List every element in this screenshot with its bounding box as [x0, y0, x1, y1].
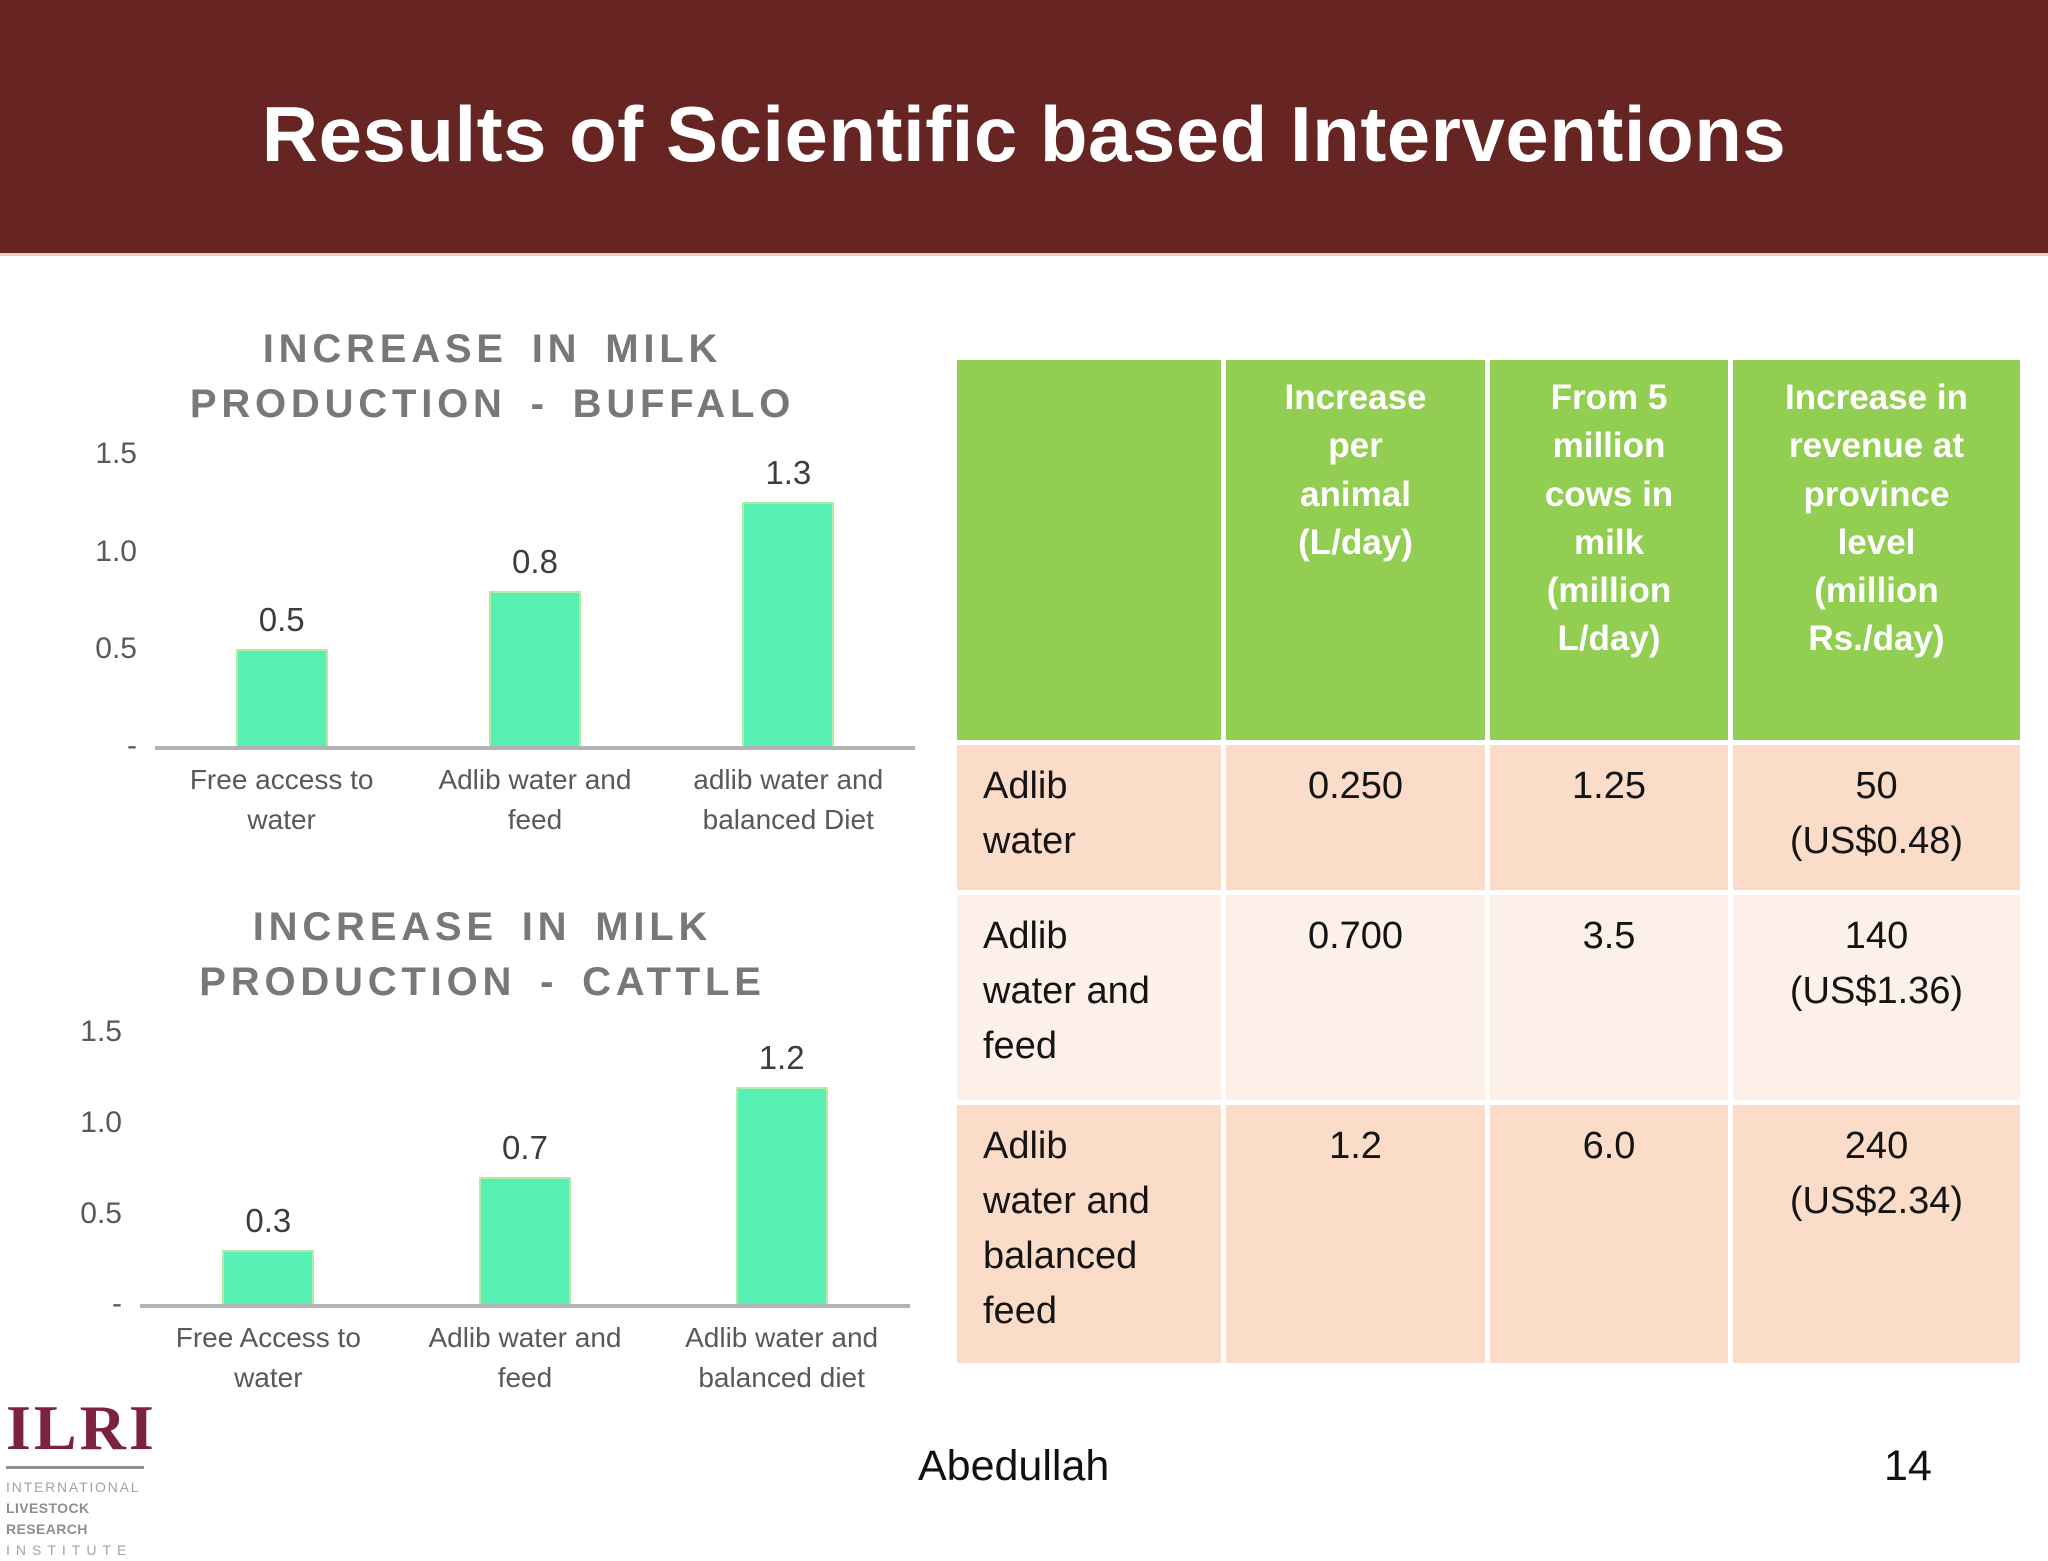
bar-group: 1.3 [663, 454, 914, 747]
slide-header-banner: Results of Scientific based Intervention… [0, 0, 2048, 256]
cattle-chart-y-axis: 1.5 1.0 0.5 - [55, 1015, 140, 1320]
table-value-cell: 0.700 [1226, 895, 1485, 1100]
ilri-logo: ILRI INTERNATIONAL LIVESTOCK RESEARCH IN… [6, 1396, 156, 1561]
ilri-logo-line-3: INSTITUTE [6, 1542, 133, 1558]
bar-value-label: 0.5 [258, 601, 305, 639]
bar-group: 1.2 [655, 1032, 909, 1305]
y-axis-tick-label: 1.5 [80, 1015, 122, 1049]
cattle-chart-categories: Free Access to water Adlib water and feed… [140, 1318, 910, 1396]
bar [742, 502, 835, 747]
x-axis-category-label: Adlib water and feed [428, 1322, 622, 1393]
y-axis-tick-label: - [127, 729, 137, 763]
table-header-cell: Increase in revenue at province level (m… [1733, 360, 2020, 740]
buffalo-chart-plot: 1.5 1.0 0.5 - 0.5 0.8 1.3 [70, 437, 915, 762]
y-axis-tick-label: 1.5 [95, 437, 137, 471]
y-axis-tick-label: 1.0 [80, 1106, 122, 1140]
bar-value-label: 1.2 [758, 1038, 805, 1076]
bar-value-label: 0.3 [245, 1201, 292, 1239]
bar-group: 0.7 [398, 1032, 652, 1305]
chart-title-line: INCREASE IN MILK [262, 327, 723, 371]
table-value-cell: 1.2 [1226, 1105, 1485, 1363]
table-header-cell: Increase per animal (L/day) [1226, 360, 1485, 740]
table-value-cell: 140 (US$1.36) [1733, 895, 2020, 1100]
table-value-cell: 3.5 [1490, 895, 1728, 1100]
y-axis-tick-label: 0.5 [95, 632, 137, 666]
bar [235, 649, 328, 747]
page-number: 14 [1884, 1442, 1932, 1490]
cattle-milk-chart: INCREASE IN MILK PRODUCTION - CATTLE 1.5 1… [55, 900, 910, 1397]
bar [735, 1086, 828, 1305]
y-axis-tick-label: - [112, 1287, 122, 1321]
slide-title: Results of Scientific based Intervention… [261, 90, 1787, 178]
table-value-cell: 240 (US$2.34) [1733, 1105, 2020, 1363]
buffalo-chart-title: INCREASE IN MILK PRODUCTION - BUFFALO [70, 322, 915, 432]
buffalo-chart-categories: Free access to water Adlib water and feed… [155, 760, 915, 838]
y-axis-tick-label: 0.5 [80, 1196, 122, 1230]
cattle-chart-bars: 0.3 0.7 1.2 [140, 1032, 910, 1309]
table-value-cell: 6.0 [1490, 1105, 1728, 1363]
cattle-chart-title: INCREASE IN MILK PRODUCTION - CATTLE [55, 900, 910, 1010]
x-axis-category-label: Adlib water and feed [438, 764, 632, 835]
buffalo-chart-y-axis: 1.5 1.0 0.5 - [70, 437, 155, 762]
bar-group: 0.3 [141, 1032, 395, 1305]
ilri-logo-acronym: ILRI [6, 1392, 157, 1463]
buffalo-chart-bars: 0.5 0.8 1.3 [155, 454, 915, 751]
table-value-cell: 1.25 [1490, 745, 1728, 890]
bar [488, 590, 581, 747]
table-value-cell: 50 (US$0.48) [1733, 745, 2020, 890]
table-header-cell: From 5 million cows in milk (million L/d… [1490, 360, 1728, 740]
ilri-logo-divider [6, 1466, 144, 1469]
table-value-cell: 0.250 [1226, 745, 1485, 890]
bar [478, 1177, 571, 1305]
bar-group: 0.8 [410, 454, 661, 747]
ilri-logo-line-2: LIVESTOCK RESEARCH [6, 1500, 90, 1537]
table-row-label: Adlib water and feed [957, 895, 1221, 1100]
table-row-label: Adlib water and balanced feed [957, 1105, 1221, 1363]
table-header-cell [957, 360, 1221, 740]
y-axis-tick-label: 1.0 [95, 534, 137, 568]
results-table: Increase per animal (L/day) From 5 millio… [957, 360, 2020, 1363]
bar-value-label: 0.7 [502, 1129, 548, 1167]
x-axis-category-label: Free access to water [189, 764, 374, 835]
footer-author: Abedullah [918, 1442, 1110, 1490]
cattle-chart-plot: 1.5 1.0 0.5 - 0.3 0.7 1.2 [55, 1015, 910, 1320]
chart-title-line: INCREASE IN MILK [252, 905, 713, 949]
ilri-logo-line-1: INTERNATIONAL [6, 1479, 141, 1495]
chart-title-line: PRODUCTION - BUFFALO [189, 382, 796, 427]
x-axis-category-label: Free Access to water [175, 1322, 361, 1393]
buffalo-milk-chart: INCREASE IN MILK PRODUCTION - BUFFALO 1.5… [70, 322, 915, 839]
bar-value-label: 1.3 [765, 454, 812, 492]
table-row-label: Adlib water [957, 745, 1221, 890]
bar-group: 0.5 [156, 454, 407, 747]
x-axis-category-label: adlib water and balanced Diet [693, 764, 884, 835]
x-axis-category-label: Adlib water and balanced diet [685, 1322, 879, 1393]
bar [222, 1249, 315, 1305]
chart-title-line: PRODUCTION - CATTLE [199, 960, 766, 1005]
bar-value-label: 0.8 [512, 542, 558, 580]
